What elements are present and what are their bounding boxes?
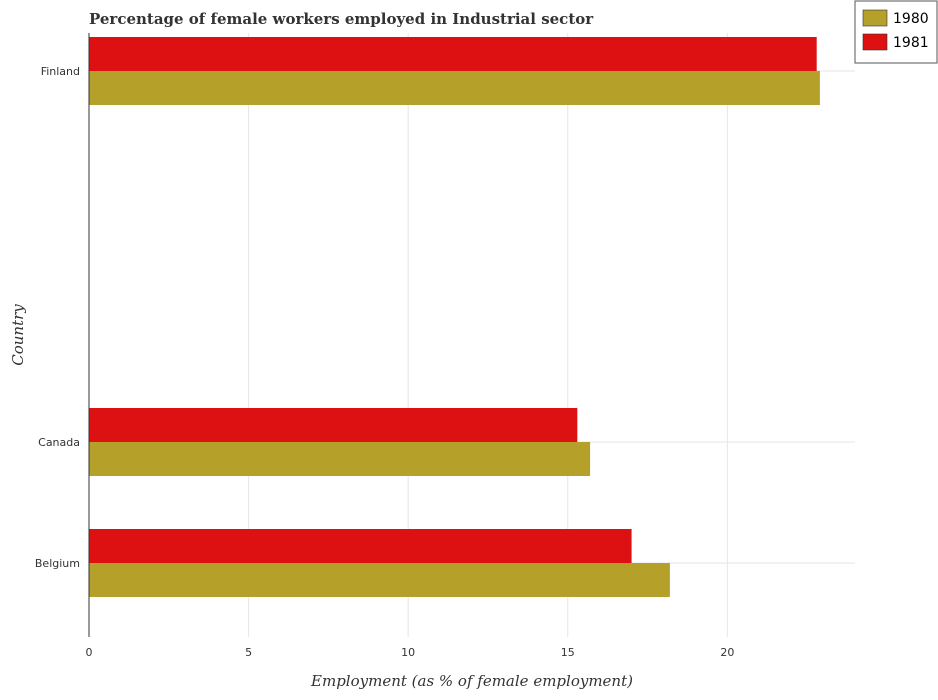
- x-tick-label: 15: [561, 646, 575, 659]
- bar-belgium-1980: [89, 563, 670, 597]
- y-axis-label: Country: [9, 304, 27, 366]
- bar-canada-1980: [89, 442, 591, 476]
- y-tick-label: Canada: [38, 436, 80, 449]
- y-tick-label: Finland: [41, 65, 80, 78]
- x-tick-label: 20: [720, 646, 734, 659]
- x-tick-label: 5: [245, 646, 252, 659]
- bars: [89, 37, 820, 597]
- bar-canada-1981: [89, 408, 578, 442]
- x-axis-ticks: 0 5 10 15 20: [86, 646, 735, 659]
- chart-title: Percentage of female workers employed in…: [89, 10, 594, 28]
- legend: 1980 1981: [854, 0, 938, 64]
- bar-finland-1980: [89, 71, 820, 105]
- legend-swatch-1981: [862, 33, 888, 51]
- x-axis-label: Employment (as % of female employment): [310, 672, 633, 690]
- y-axis-ticks: Belgium Canada Finland: [35, 65, 80, 570]
- x-tick-label: 0: [86, 646, 93, 659]
- legend-swatch-1980: [862, 9, 888, 27]
- bar-belgium-1981: [89, 529, 632, 563]
- bar-finland-1981: [89, 37, 817, 71]
- y-tick-label: Belgium: [35, 557, 80, 570]
- x-tick-label: 10: [401, 646, 415, 659]
- legend-label-1981: 1981: [893, 35, 929, 51]
- legend-label-1980: 1980: [893, 11, 929, 27]
